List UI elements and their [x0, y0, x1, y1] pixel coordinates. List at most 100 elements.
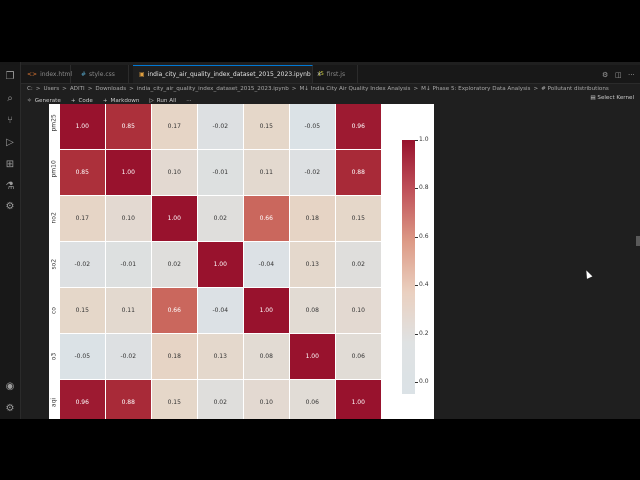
heatmap-cell: 0.02 [336, 242, 381, 287]
add-markdown-button[interactable]: + Markdown [103, 98, 140, 104]
heatmap-cell: 0.06 [336, 334, 381, 379]
colorbar [402, 140, 415, 394]
generate-label: Generate [34, 97, 61, 104]
heatmap-row-label: o3 [50, 352, 58, 361]
heatmap-cell: 0.11 [244, 150, 289, 195]
heatmap-cell: 0.13 [198, 334, 243, 379]
crumb-sep: > [35, 86, 41, 92]
remote-icon[interactable]: ⚙ [5, 200, 15, 212]
crumb[interactable]: C: [27, 86, 33, 92]
breadcrumb: C: > Users > ADITI > Downloads > india_c… [27, 84, 609, 94]
extensions-icon[interactable]: ⊞ [5, 158, 15, 170]
heatmap-cell: 1.00 [336, 380, 381, 419]
kernel-label: Select Kernel [597, 95, 634, 101]
js-file-icon: JS [319, 71, 324, 77]
heatmap-cell: 1.00 [198, 242, 243, 287]
colorbar-tick-label: 0.6 [415, 232, 429, 240]
crumb[interactable]: ADITI [69, 86, 85, 92]
correlation-heatmap-output: pm25 1.00 0.85 0.17 -0.02 0.15 -0.05 0.96 pm10 0.… [49, 104, 434, 419]
heatmap-cell: 0.88 [336, 150, 381, 195]
heatmap-row-label: no2 [50, 212, 58, 224]
css-file-icon: # [81, 70, 87, 78]
plus-icon: + [70, 97, 76, 104]
heatmap-row-label: co [50, 307, 58, 314]
colorbar-tick-label: 0.4 [415, 281, 429, 289]
tab-notebook[interactable]: ▣ india_city_air_quality_index_dataset_20… [133, 65, 322, 83]
split-editor-icon[interactable]: ◫ [615, 71, 622, 79]
heatmap-row-label: so2 [50, 258, 58, 270]
heatmap-cell: 0.15 [152, 380, 197, 419]
heatmap-row-label: pm25 [50, 114, 58, 132]
heatmap-cell: 0.18 [290, 196, 335, 241]
heatmap-cell: 0.02 [198, 196, 243, 241]
crumb[interactable]: Users [43, 86, 60, 92]
tab-index-html[interactable]: <> index.html [21, 65, 73, 83]
heatmap-cell: 0.15 [244, 104, 289, 149]
heatmap-cell: -0.02 [60, 242, 105, 287]
heatmap-cell: -0.05 [290, 104, 335, 149]
heatmap-cell: 0.85 [106, 104, 151, 149]
generate-button[interactable]: ✧ Generate [27, 98, 61, 104]
markdown-label: Markdown [110, 97, 140, 104]
source-control-icon[interactable]: ⑂ [7, 114, 13, 126]
heatmap-cell: 0.17 [152, 104, 197, 149]
sparkle-icon: ✧ [27, 97, 32, 104]
heatmap-cell: 0.02 [198, 380, 243, 419]
crumb-sep: > [291, 86, 297, 92]
kernel-icon: ▤ [590, 95, 598, 101]
heatmap-cell: 0.10 [152, 150, 197, 195]
crumb-sep: > [87, 86, 93, 92]
settings-gear-icon[interactable]: ⚙ [5, 402, 15, 414]
crumb-sep: > [129, 86, 134, 92]
heatmap-cell: 1.00 [290, 334, 335, 379]
heatmap-cell: -0.02 [198, 104, 243, 149]
html-file-icon: <> [27, 70, 38, 78]
tab-label: style.css [89, 70, 115, 78]
heatmap-cell: -0.02 [106, 334, 151, 379]
more-toolbar-button[interactable]: ··· [186, 98, 191, 104]
run-debug-icon[interactable]: ▷ [6, 136, 14, 148]
code-label: Code [78, 97, 93, 104]
heatmap-row-label: pm10 [50, 160, 58, 178]
tab-style-css[interactable]: # style.css [75, 65, 129, 83]
editor-window: ❐ ⌕ ⑂ ▷ ⊞ ⚗ ⚙ ◉ ⚙ <> index.html # style.cs… [0, 62, 640, 419]
heatmap-cell: 0.66 [152, 288, 197, 333]
add-code-button[interactable]: + Code [71, 98, 93, 104]
account-icon[interactable]: ◉ [5, 380, 15, 392]
gear-icon[interactable]: ⚙ [602, 71, 609, 79]
heatmap-cell: 0.18 [152, 334, 197, 379]
explorer-icon[interactable]: ❐ [5, 70, 15, 82]
run-all-icon: ▷ [149, 97, 154, 104]
tab-first-js[interactable]: JS first.js [313, 65, 358, 83]
heatmap-cell: 0.10 [106, 196, 151, 241]
crumb[interactable]: M↓ Phase 5: Exploratory Data Analysis [421, 86, 531, 92]
crumb[interactable]: # Pollutant distributions [541, 86, 609, 92]
crumb[interactable]: india_city_air_quality_index_dataset_201… [136, 86, 289, 92]
colorbar-tick-label: 1.0 [415, 136, 429, 143]
tab-label: index.html [40, 70, 73, 78]
heatmap-cell: 0.13 [290, 242, 335, 287]
search-icon[interactable]: ⌕ [7, 92, 13, 104]
select-kernel-button[interactable]: ▤ Select Kernel [590, 95, 634, 101]
tab-label: first.js [326, 70, 346, 78]
heatmap-cell: 0.10 [244, 380, 289, 419]
heatmap-cell: 0.02 [152, 242, 197, 287]
testing-icon[interactable]: ⚗ [5, 180, 15, 192]
heatmap-cell: 1.00 [60, 104, 105, 149]
heatmap-cell: -0.05 [60, 334, 105, 379]
heatmap-cell: -0.04 [198, 288, 243, 333]
close-icon[interactable]: ✕ [316, 71, 322, 78]
heatmap-cell: 0.15 [60, 288, 105, 333]
plus-icon: + [102, 97, 108, 104]
run-all-button[interactable]: ▷ Run All [149, 98, 176, 104]
heatmap-cell: 1.00 [244, 288, 289, 333]
more-actions-icon[interactable]: ··· [628, 71, 635, 79]
crumb[interactable]: M↓ India City Air Quality Index Analysis [299, 86, 411, 92]
crumb[interactable]: Downloads [95, 86, 127, 92]
heatmap-cell: -0.02 [290, 150, 335, 195]
heatmap-cell: 0.85 [60, 150, 105, 195]
heatmap-row-label: aqi [50, 397, 58, 408]
tab-bar: <> index.html # style.css ▣ india_city_air_… [21, 65, 640, 84]
heatmap-cell: 0.10 [336, 288, 381, 333]
scrollbar-thumb[interactable] [636, 236, 640, 246]
